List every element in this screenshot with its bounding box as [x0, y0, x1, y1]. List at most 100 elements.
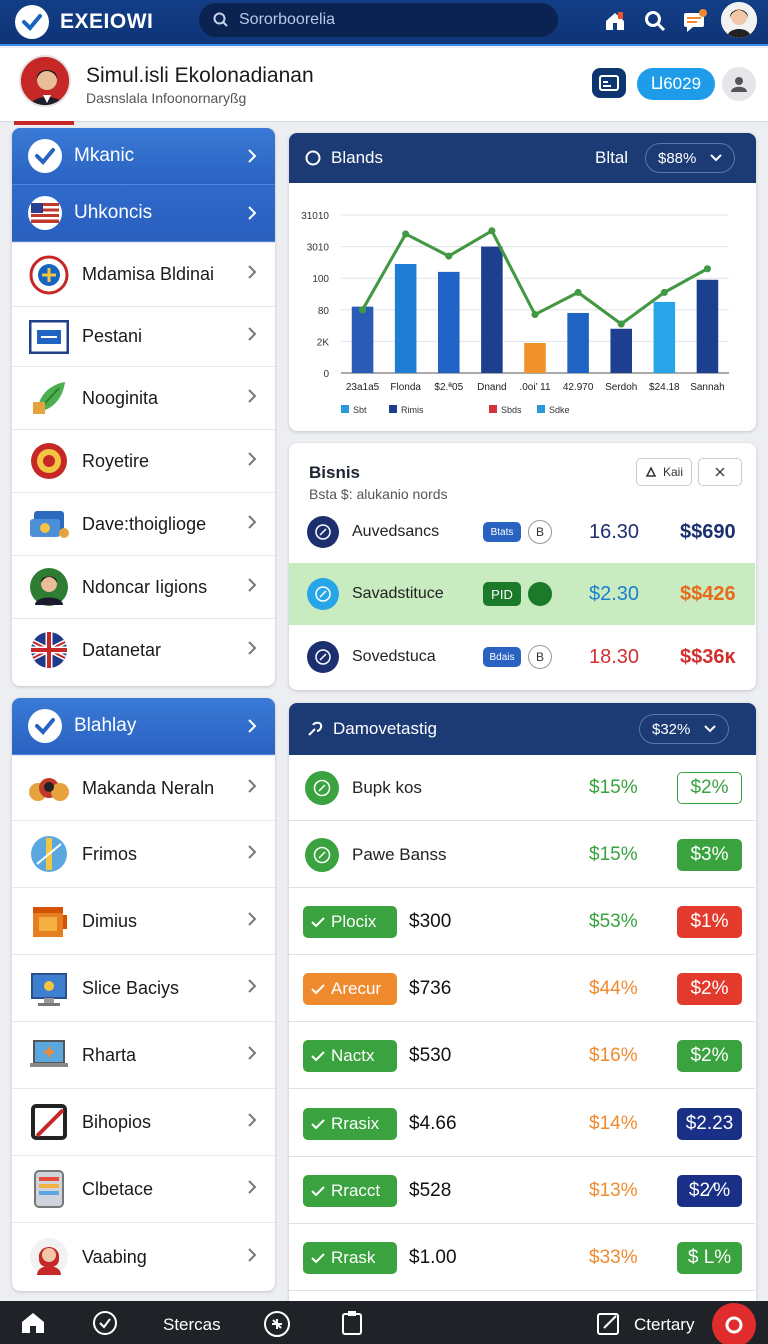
damo-row-badge: $2.23	[677, 1108, 742, 1140]
damo-row-badge: $2⁄%	[677, 1175, 742, 1207]
profile-name: Simul.isli Ekolonadianan	[86, 64, 314, 87]
y-tick-label: 2K	[317, 337, 330, 348]
damo-row-badge: $1%	[677, 906, 742, 938]
bottom-nav: Stercas Ctertary	[0, 1301, 768, 1344]
bar	[567, 312, 589, 373]
sidebar-item-label: Ndoncar Iigions	[82, 576, 208, 597]
y-tick-label: 0	[323, 369, 329, 380]
damo-row-price: $4.66	[409, 1113, 457, 1134]
damo-row-button[interactable]: Nactx	[303, 1040, 397, 1072]
home-icon[interactable]	[602, 8, 628, 34]
sidebar-item-label: Slice Baciys	[82, 977, 180, 998]
profile-subtitle: Dasnslala Infoonornaryßg	[86, 90, 247, 106]
chevron-right-icon	[247, 1112, 257, 1133]
chat-icon[interactable]	[682, 8, 708, 34]
damo-row-percent: $16%	[589, 1045, 638, 1066]
sidebar-item-dave[interactable]: Dave:thoiglioge	[12, 492, 275, 555]
damo-row-badge: $2%	[677, 973, 742, 1005]
record-button[interactable]	[712, 1303, 756, 1344]
sidebar-item-label: Dave:thoiglioge	[82, 513, 207, 534]
laptop-icon	[28, 1034, 70, 1076]
damo-row-percent: $13%	[589, 1180, 638, 1201]
card-button[interactable]	[592, 68, 626, 98]
sidebar-item-rharta[interactable]: Rharta	[12, 1021, 275, 1088]
damo-row-price: $300	[409, 911, 452, 932]
search-input[interactable]: Sororboorelia	[199, 3, 558, 37]
globe-icon	[28, 833, 70, 875]
sidebar-item-mdamisa[interactable]: Mdamisa Bldinai	[12, 242, 275, 306]
stercas-tab[interactable]: Stercas	[163, 1315, 221, 1334]
user-button[interactable]	[722, 67, 756, 101]
link-icon	[308, 721, 323, 736]
chevron-right-icon	[247, 1247, 257, 1268]
kaii-tab[interactable]: Kaii	[636, 458, 692, 486]
sidebar-item-vaabing[interactable]: Vaabing	[12, 1222, 275, 1291]
bisnis-row-name: Sovedstuca	[352, 648, 436, 665]
damo-row[interactable]: Rrasix $4.66 $14% $2.23	[289, 1092, 755, 1157]
search-icon[interactable]	[642, 8, 668, 34]
sidebar-item-nooginita[interactable]: Nooginita	[12, 366, 275, 429]
sidebar-item-uhkoncis[interactable]: Uhkoncis	[12, 185, 275, 242]
ctertary-tab[interactable]: Ctertary	[634, 1315, 695, 1334]
damo-row-button[interactable]: Rrasix	[303, 1108, 397, 1140]
line-point	[402, 230, 410, 238]
y-tick-label: 3010	[307, 243, 330, 254]
sidebar-item-blahlay[interactable]: Blahlay	[12, 698, 275, 755]
edit-icon[interactable]	[596, 1310, 622, 1336]
balance-pill[interactable]: ⨿6029	[637, 68, 715, 100]
damo-row[interactable]: Rrask $1.00 $33% $ L%	[289, 1226, 755, 1291]
bisnis-row[interactable]: Auvedsancs Btats B 16.30 $$690	[289, 501, 755, 563]
damo-dropdown[interactable]: $32%	[639, 714, 730, 744]
sidebar-item-makanda[interactable]: Makanda Neraln	[12, 755, 275, 820]
bar	[610, 328, 632, 373]
chevron-right-icon	[247, 718, 257, 740]
chevron-right-icon	[247, 514, 257, 535]
compass-icon[interactable]	[263, 1310, 291, 1338]
chevron-right-icon	[247, 978, 257, 999]
profile-avatar[interactable]	[19, 55, 71, 107]
damo-dropdown-value: $32%	[652, 720, 691, 738]
sidebar-item-frimos[interactable]: Frimos	[12, 820, 275, 887]
sidebar-item-ndoncar[interactable]: Ndoncar Iigions	[12, 555, 275, 618]
sidebar-item-slice[interactable]: Slice Baciys	[12, 954, 275, 1021]
sidebar-item-pestani[interactable]: Pestani	[12, 306, 275, 366]
home-icon[interactable]	[20, 1310, 46, 1334]
badge-icon	[28, 440, 70, 482]
damo-row-button[interactable]: Rracct	[303, 1175, 397, 1207]
avatar[interactable]	[721, 2, 757, 38]
damo-row[interactable]: Bupk kos $15% $2%	[289, 756, 755, 821]
check-circle-icon[interactable]	[92, 1310, 118, 1336]
damo-row-percent: $15%	[589, 777, 638, 798]
damo-row[interactable]: Pawe Banss $15% $3%	[289, 823, 755, 888]
damo-row-label: Pawe Banss	[352, 845, 447, 864]
clipboard-icon[interactable]	[340, 1310, 364, 1336]
sidebar-item-royetire[interactable]: Royetire	[12, 429, 275, 492]
damo-row-button[interactable]: Rrask	[303, 1242, 397, 1274]
sidebar-item-datanetar[interactable]: Datanetar	[12, 618, 275, 681]
damo-row[interactable]: Nactx $530 $16% $2%	[289, 1024, 755, 1089]
us-flag-icon	[28, 196, 62, 230]
woman-avatar-icon	[28, 1236, 70, 1278]
uk-flag-icon	[28, 629, 70, 671]
bisnis-row[interactable]: Savadstituce PID C $2.30 $$426	[289, 563, 755, 625]
circle-check-icon	[305, 838, 339, 872]
chart-right-label: Bltal	[595, 148, 629, 167]
x-tick-label: .0oi’ 11	[519, 382, 551, 393]
x-tick-label: Serdoh	[605, 382, 637, 393]
damo-row-button[interactable]: Plocix	[303, 906, 397, 938]
line-point	[660, 288, 668, 296]
damo-row[interactable]: Plocix $300 $53% $1%	[289, 890, 755, 955]
chart-dropdown[interactable]: $88%	[645, 143, 736, 173]
damo-row-button-label: Rrasix	[331, 1114, 380, 1133]
damo-row-button[interactable]: Arecur	[303, 973, 397, 1005]
sidebar-item-dimius[interactable]: Dimius	[12, 887, 275, 954]
sidebar-item-clbetace[interactable]: Clbetace	[12, 1155, 275, 1222]
damo-row[interactable]: Rracct $528 $13% $2⁄%	[289, 1159, 755, 1224]
sidebar-item-mkanic[interactable]: Mkanic	[12, 128, 275, 185]
bisnis-row[interactable]: Sovedstuca Bdais B 18.30 $$36ĸ	[289, 626, 755, 688]
chevron-right-icon	[247, 1179, 257, 1200]
damo-row-button-label: Rrask	[331, 1248, 376, 1267]
close-button[interactable]	[698, 458, 742, 486]
sidebar-item-bihopios[interactable]: Bihopios	[12, 1088, 275, 1155]
damo-row[interactable]: Arecur $736 $44% $2%	[289, 957, 755, 1022]
